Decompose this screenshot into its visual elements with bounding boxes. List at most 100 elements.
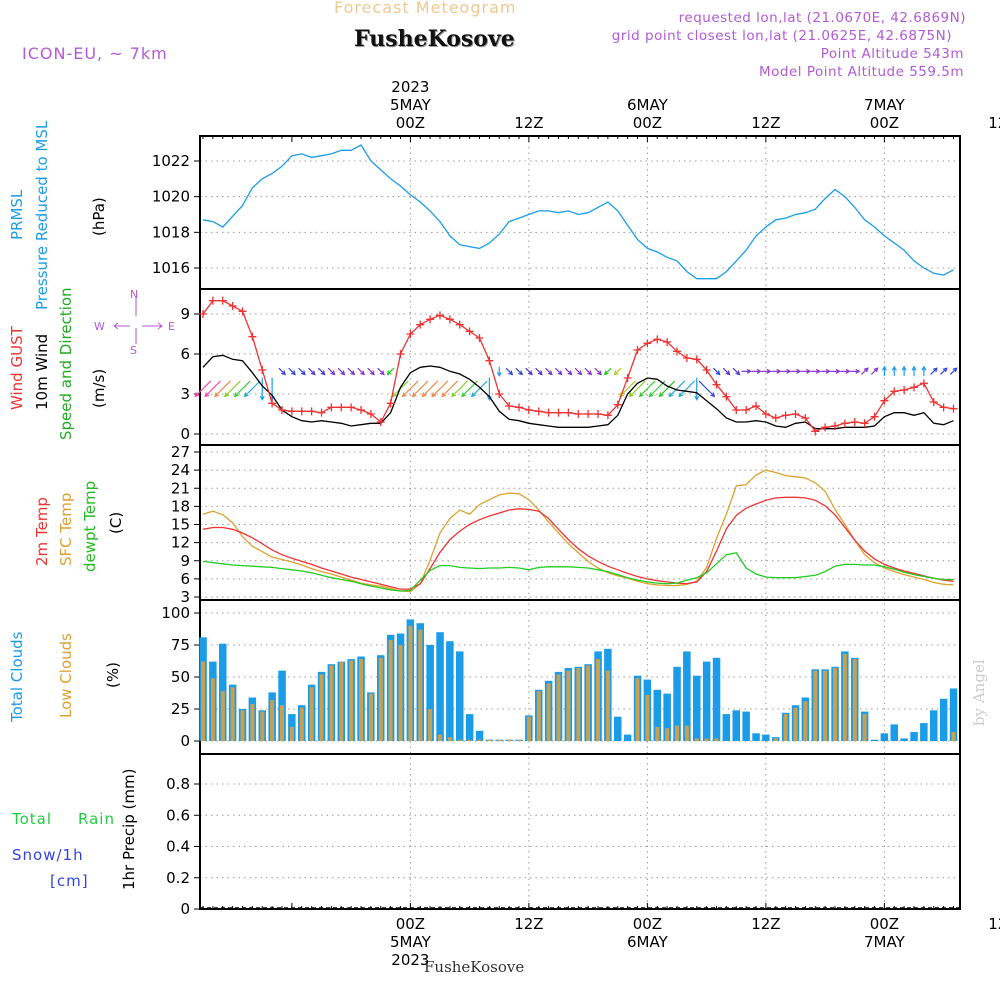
wind-direction-arrow [800, 368, 812, 374]
low-cloud-bar [596, 659, 600, 741]
bottom-time-label: 00Z [396, 915, 425, 933]
total-cloud-bar [702, 661, 711, 741]
wind-speed-line [202, 354, 954, 430]
y-tick-label: 0 [180, 900, 190, 918]
arrow-shaft [367, 367, 375, 375]
arrow-head [921, 365, 927, 371]
low-cloud-bar [428, 709, 433, 741]
station-title: FusheKosove [354, 26, 515, 52]
total-cloud-bar [752, 733, 760, 741]
top-date-label: 6MAY [627, 96, 669, 114]
wind-gust-line-marker [949, 404, 958, 413]
wind-gust-line-marker [297, 407, 306, 416]
wind-gust-line-marker [258, 366, 267, 374]
wind-gust-line-marker [199, 310, 207, 318]
arrow-head [786, 368, 792, 374]
arrow-head [310, 370, 316, 376]
wind-direction-arrow [367, 367, 375, 376]
wind-gust-line-marker [722, 392, 731, 401]
wind-gust-line-marker [752, 402, 760, 410]
top-date-label: 5MAY [390, 96, 432, 114]
low-cloud-bar [309, 687, 314, 741]
total-cloud-bar [475, 730, 484, 741]
arrow-shaft [357, 367, 365, 375]
arrow-head [725, 370, 731, 376]
arrow-shaft [244, 380, 261, 397]
compass-arrows-icon [113, 296, 163, 344]
bottom-time-label: 12Z [514, 915, 543, 933]
wind-direction-arrow [658, 380, 676, 398]
arrow-head [223, 392, 229, 398]
low-cloud-bar [299, 707, 304, 741]
wind-direction-arrow [298, 367, 306, 376]
arrow-shaft [441, 380, 458, 397]
low-cloud-bar [250, 703, 255, 741]
wind-gust-line-marker [515, 403, 523, 412]
top-time-label: 00Z [870, 114, 899, 132]
low-cloud-bar [635, 678, 640, 741]
arrow-head [320, 370, 326, 376]
wind-gust-line-marker [850, 418, 859, 426]
wind-direction-arrow [771, 368, 782, 374]
pressure-line [202, 144, 954, 280]
bottom-year-label: 2023 [391, 951, 429, 969]
y-tick-label: 0 [180, 732, 190, 750]
arrow-shaft [194, 380, 212, 397]
wind-direction-arrow [781, 368, 792, 374]
bottom-date-label: 6MAY [627, 933, 669, 951]
arrow-head [710, 392, 716, 398]
wind-direction-arrow [470, 380, 488, 398]
arrow-shaft [639, 380, 656, 397]
wind-direction-arrow [204, 380, 221, 398]
arrow-shaft [204, 380, 221, 397]
wind-gust-line-marker [287, 407, 296, 416]
y-tick-label: 0.8 [166, 775, 190, 793]
wind-direction-arrow [386, 367, 395, 376]
arrow-shaft [604, 367, 612, 375]
arrow-head [873, 367, 879, 373]
arrow-shaft [377, 367, 385, 375]
wind-gust-line-marker [673, 347, 681, 356]
wind-direction-arrow [525, 367, 533, 376]
wind-gust-line-marker [939, 403, 948, 412]
bottom-date-label: 5MAY [390, 933, 432, 951]
y-tick-label: 1018 [152, 223, 190, 241]
wind-direction-arrow [441, 380, 458, 398]
low-cloud-bar [467, 739, 472, 741]
compass-s-label: S [130, 344, 137, 357]
wind-gust-line-marker [426, 315, 435, 324]
wind-gust-line-marker [485, 356, 494, 365]
wind-gust-line-marker [564, 408, 573, 417]
compass-e-label: E [168, 320, 175, 333]
low-cloud-bar [447, 737, 452, 741]
total-cloud-bar [742, 711, 750, 741]
arrow-head [756, 368, 762, 374]
total-cloud-bar [930, 710, 938, 741]
y-tick-label: 75 [171, 636, 190, 654]
total-cloud-bar [693, 675, 701, 741]
y-tick-label: 21 [171, 479, 190, 497]
wind-direction-arrow [496, 366, 502, 378]
total-cloud-bar [870, 739, 879, 741]
arrow-head [281, 370, 286, 376]
wind-direction-arrow [741, 368, 752, 374]
arrow-head [233, 392, 239, 398]
wind-direction-arrow [564, 367, 573, 376]
low-cloud-bar [349, 660, 354, 741]
model-label: ICON-EU, ~ 7km [22, 44, 168, 63]
arrow-shaft [308, 367, 316, 375]
y-tick-label: 100 [161, 604, 190, 622]
low-cloud-bar [378, 657, 383, 741]
wind-gust-line-marker [692, 355, 701, 364]
wind-gust-line-marker [633, 346, 642, 354]
low-cloud-bar [319, 674, 324, 741]
y-tick-label: 25 [171, 700, 190, 718]
wind-direction-arrow [347, 367, 356, 376]
wind-gust-line-marker [278, 406, 286, 414]
arrow-shaft [431, 380, 449, 397]
arrow-head [613, 370, 619, 376]
arrow-shaft [594, 367, 602, 375]
arrow-shaft [234, 380, 251, 397]
total-cloud-bar [623, 734, 632, 741]
